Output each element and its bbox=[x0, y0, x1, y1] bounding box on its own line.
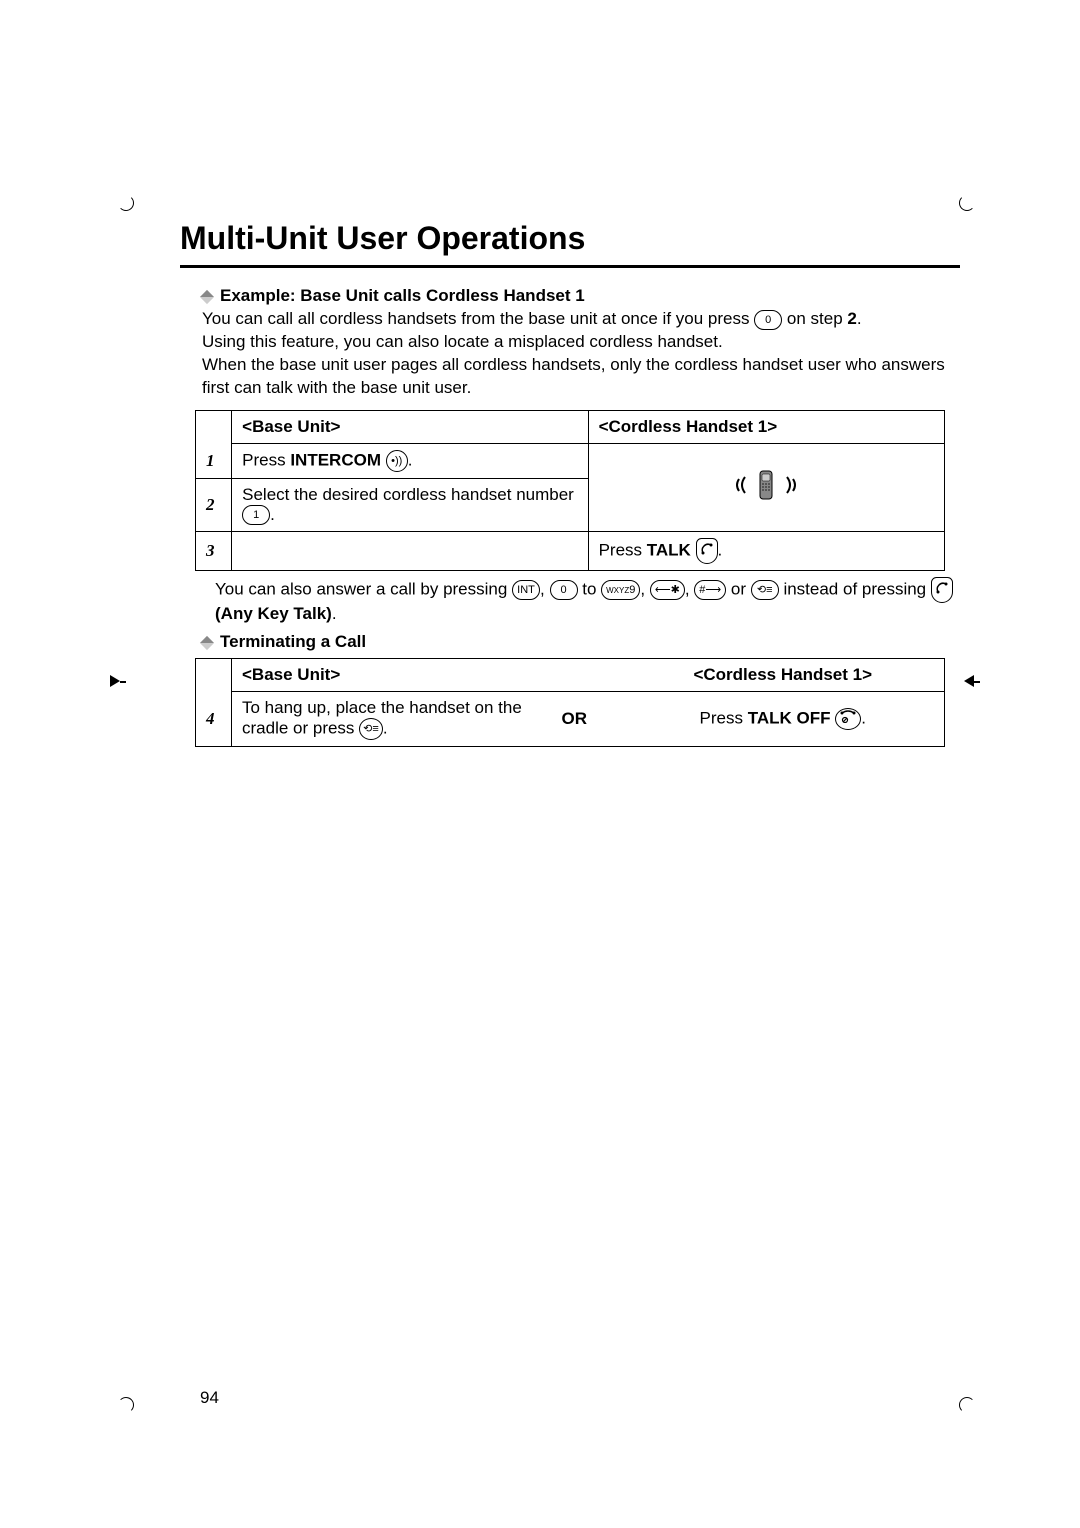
handset-ringing-icon bbox=[731, 465, 801, 510]
zero-key-icon-2: 0 bbox=[550, 580, 578, 600]
intro-text-2: Using this feature, you can also locate … bbox=[202, 332, 723, 351]
crop-mark-mr bbox=[964, 670, 980, 693]
note-c: or bbox=[726, 580, 751, 599]
note-a: You can also answer a call by pressing bbox=[215, 580, 512, 599]
step3-text-b: TALK bbox=[647, 541, 691, 560]
step1-text-b: INTERCOM bbox=[290, 450, 381, 469]
step-3-handset: Press TALK . bbox=[588, 532, 944, 571]
step-4-base: To hang up, place the handset on the cra… bbox=[232, 692, 552, 747]
intercom-icon: •)) bbox=[386, 450, 408, 472]
star-key-icon: ⟵✱ bbox=[650, 580, 685, 600]
int-key-icon: INT bbox=[512, 580, 540, 600]
page-title: Multi-Unit User Operations bbox=[180, 220, 960, 257]
step-2-base: Select the desired cordless handset numb… bbox=[232, 478, 588, 532]
step-1-base: Press INTERCOM •)). bbox=[232, 443, 588, 478]
step-3-num: 3 bbox=[196, 532, 232, 571]
crop-mark-tr bbox=[959, 195, 975, 211]
step4-hs-a: Press bbox=[700, 709, 748, 728]
step4-hs-b: TALK OFF bbox=[748, 709, 831, 728]
intro-text-3: When the base unit user pages all cordle… bbox=[202, 355, 945, 397]
note-d: instead of pressing bbox=[779, 580, 931, 599]
intro-text-1b: on step bbox=[782, 309, 847, 328]
step4-blank bbox=[196, 659, 232, 692]
diamond-icon-2 bbox=[200, 636, 214, 650]
step-4-num: 4 bbox=[196, 692, 232, 747]
zero-key-icon: 0 bbox=[754, 310, 782, 330]
talk-key-icon bbox=[696, 538, 718, 564]
title-rule bbox=[180, 265, 960, 268]
note-any-key-talk: You can also answer a call by pressing I… bbox=[215, 577, 960, 626]
or-label: OR bbox=[552, 692, 622, 747]
note-b: to bbox=[578, 580, 602, 599]
crop-mark-ml bbox=[110, 670, 126, 693]
step-1-2-handset bbox=[588, 443, 944, 532]
col2-base: <Base Unit> bbox=[232, 659, 552, 692]
example-heading-text: Example: Base Unit calls Cordless Handse… bbox=[220, 286, 585, 305]
diamond-icon bbox=[200, 289, 214, 303]
step-1-num: 1 bbox=[196, 443, 232, 478]
page-number: 94 bbox=[200, 1388, 219, 1408]
terminating-heading: Terminating a Call bbox=[202, 632, 960, 652]
crop-mark-br bbox=[959, 1397, 975, 1413]
hash-key-icon: #⟶ bbox=[694, 580, 726, 600]
note-e: (Any Key Talk) bbox=[215, 604, 332, 623]
steps-table-2: <Base Unit> <Cordless Handset 1> 4 To ha… bbox=[195, 658, 945, 747]
talkoff-key-icon bbox=[835, 708, 861, 730]
step1-text-a: Press bbox=[242, 450, 290, 469]
intro-text-1: You can call all cordless handsets from … bbox=[202, 309, 754, 328]
crop-mark-bl bbox=[118, 1397, 134, 1413]
step-2-num: 2 bbox=[196, 478, 232, 532]
col2-blank bbox=[552, 659, 622, 692]
talk-key-icon-2 bbox=[931, 577, 953, 603]
speaker-key-icon: ⟲≡ bbox=[359, 718, 383, 740]
nine-key-icon: WXYZ9 bbox=[601, 580, 640, 600]
intro-step-ref: 2 bbox=[847, 309, 856, 328]
one-key-icon: 1 bbox=[242, 505, 270, 525]
col-handset: <Cordless Handset 1> bbox=[588, 410, 944, 443]
example-heading: Example: Base Unit calls Cordless Handse… bbox=[202, 286, 960, 306]
intro-paragraph: You can call all cordless handsets from … bbox=[202, 308, 960, 400]
crop-mark-tl bbox=[118, 195, 134, 211]
col2-handset: <Cordless Handset 1> bbox=[622, 659, 945, 692]
step-3-base bbox=[232, 532, 588, 571]
terminating-text: Terminating a Call bbox=[220, 632, 366, 651]
redial-key-icon: ⟲≡ bbox=[751, 580, 779, 600]
step2-text: Select the desired cordless handset numb… bbox=[242, 485, 574, 504]
step-blank bbox=[196, 410, 232, 443]
step3-text-a: Press bbox=[599, 541, 647, 560]
steps-table-1: <Base Unit> <Cordless Handset 1> 1 Press… bbox=[195, 410, 945, 572]
step-4-handset: Press TALK OFF . bbox=[622, 692, 945, 747]
col-base-unit: <Base Unit> bbox=[232, 410, 588, 443]
